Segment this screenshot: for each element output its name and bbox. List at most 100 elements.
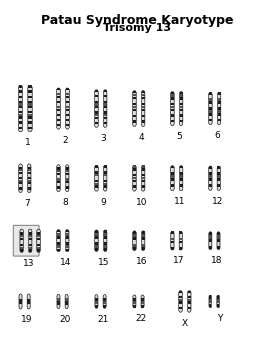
- FancyBboxPatch shape: [209, 101, 212, 104]
- Text: 3: 3: [101, 134, 106, 143]
- FancyBboxPatch shape: [209, 119, 212, 121]
- FancyBboxPatch shape: [20, 238, 23, 240]
- FancyBboxPatch shape: [66, 106, 69, 108]
- Text: Y: Y: [217, 314, 222, 323]
- FancyBboxPatch shape: [133, 247, 136, 250]
- Text: 8: 8: [62, 198, 68, 207]
- FancyBboxPatch shape: [171, 172, 174, 175]
- FancyBboxPatch shape: [95, 100, 98, 103]
- FancyBboxPatch shape: [66, 249, 69, 251]
- FancyBboxPatch shape: [188, 307, 191, 309]
- FancyBboxPatch shape: [57, 106, 60, 108]
- FancyBboxPatch shape: [171, 175, 174, 178]
- FancyBboxPatch shape: [217, 295, 219, 299]
- Text: 1: 1: [25, 138, 31, 147]
- FancyBboxPatch shape: [103, 165, 107, 191]
- FancyBboxPatch shape: [171, 247, 174, 249]
- FancyBboxPatch shape: [142, 105, 145, 108]
- Text: 10: 10: [136, 198, 147, 207]
- FancyBboxPatch shape: [188, 291, 191, 293]
- FancyBboxPatch shape: [95, 165, 98, 191]
- FancyBboxPatch shape: [171, 109, 174, 111]
- FancyBboxPatch shape: [209, 232, 212, 235]
- FancyBboxPatch shape: [218, 101, 221, 104]
- FancyBboxPatch shape: [57, 230, 60, 252]
- Text: 22: 22: [135, 314, 147, 323]
- FancyBboxPatch shape: [95, 245, 98, 248]
- FancyBboxPatch shape: [142, 103, 145, 105]
- FancyBboxPatch shape: [19, 121, 22, 124]
- FancyBboxPatch shape: [142, 180, 145, 182]
- FancyBboxPatch shape: [57, 301, 60, 305]
- FancyBboxPatch shape: [66, 114, 69, 116]
- FancyBboxPatch shape: [20, 232, 23, 235]
- FancyBboxPatch shape: [57, 298, 60, 301]
- FancyBboxPatch shape: [133, 295, 136, 308]
- FancyBboxPatch shape: [57, 124, 60, 126]
- FancyBboxPatch shape: [133, 105, 136, 108]
- FancyBboxPatch shape: [57, 249, 60, 251]
- FancyBboxPatch shape: [104, 183, 107, 185]
- FancyBboxPatch shape: [66, 119, 69, 121]
- FancyBboxPatch shape: [57, 178, 60, 180]
- FancyBboxPatch shape: [171, 106, 174, 108]
- FancyBboxPatch shape: [142, 109, 145, 111]
- FancyBboxPatch shape: [57, 167, 60, 170]
- FancyBboxPatch shape: [179, 178, 182, 181]
- FancyBboxPatch shape: [28, 182, 31, 184]
- FancyBboxPatch shape: [95, 174, 98, 176]
- FancyBboxPatch shape: [104, 180, 107, 182]
- FancyBboxPatch shape: [19, 294, 22, 309]
- FancyBboxPatch shape: [104, 233, 107, 236]
- FancyBboxPatch shape: [19, 90, 22, 93]
- FancyBboxPatch shape: [142, 165, 145, 168]
- FancyBboxPatch shape: [104, 171, 107, 174]
- FancyBboxPatch shape: [142, 168, 145, 171]
- FancyBboxPatch shape: [179, 307, 182, 309]
- FancyBboxPatch shape: [179, 231, 182, 250]
- FancyBboxPatch shape: [57, 242, 60, 245]
- FancyBboxPatch shape: [209, 303, 212, 307]
- FancyBboxPatch shape: [20, 247, 23, 249]
- FancyBboxPatch shape: [37, 229, 40, 252]
- FancyBboxPatch shape: [209, 235, 212, 239]
- FancyBboxPatch shape: [171, 114, 174, 117]
- FancyBboxPatch shape: [104, 122, 107, 124]
- FancyBboxPatch shape: [209, 107, 212, 110]
- FancyBboxPatch shape: [171, 91, 174, 94]
- FancyBboxPatch shape: [57, 173, 60, 175]
- FancyBboxPatch shape: [95, 236, 98, 239]
- FancyBboxPatch shape: [133, 103, 136, 105]
- FancyBboxPatch shape: [209, 113, 212, 116]
- FancyBboxPatch shape: [95, 305, 98, 308]
- FancyBboxPatch shape: [103, 295, 106, 308]
- FancyBboxPatch shape: [133, 177, 136, 179]
- FancyBboxPatch shape: [18, 85, 23, 132]
- FancyBboxPatch shape: [217, 232, 220, 249]
- FancyBboxPatch shape: [104, 90, 107, 92]
- FancyBboxPatch shape: [217, 303, 219, 307]
- FancyBboxPatch shape: [28, 96, 32, 98]
- FancyBboxPatch shape: [188, 299, 191, 301]
- FancyBboxPatch shape: [209, 166, 212, 169]
- FancyBboxPatch shape: [29, 247, 32, 249]
- FancyBboxPatch shape: [133, 185, 136, 188]
- FancyBboxPatch shape: [57, 114, 60, 116]
- FancyBboxPatch shape: [19, 164, 22, 193]
- FancyBboxPatch shape: [65, 88, 69, 129]
- FancyBboxPatch shape: [19, 106, 22, 108]
- FancyBboxPatch shape: [104, 165, 107, 168]
- FancyBboxPatch shape: [57, 170, 60, 172]
- Text: 13: 13: [23, 259, 35, 268]
- FancyBboxPatch shape: [37, 247, 40, 249]
- FancyBboxPatch shape: [95, 298, 98, 301]
- FancyBboxPatch shape: [218, 93, 221, 95]
- FancyBboxPatch shape: [179, 97, 182, 100]
- FancyBboxPatch shape: [95, 90, 98, 92]
- FancyBboxPatch shape: [95, 165, 98, 168]
- FancyBboxPatch shape: [217, 166, 220, 169]
- FancyBboxPatch shape: [103, 298, 106, 301]
- FancyBboxPatch shape: [171, 231, 174, 234]
- FancyBboxPatch shape: [218, 107, 221, 110]
- FancyBboxPatch shape: [65, 294, 68, 309]
